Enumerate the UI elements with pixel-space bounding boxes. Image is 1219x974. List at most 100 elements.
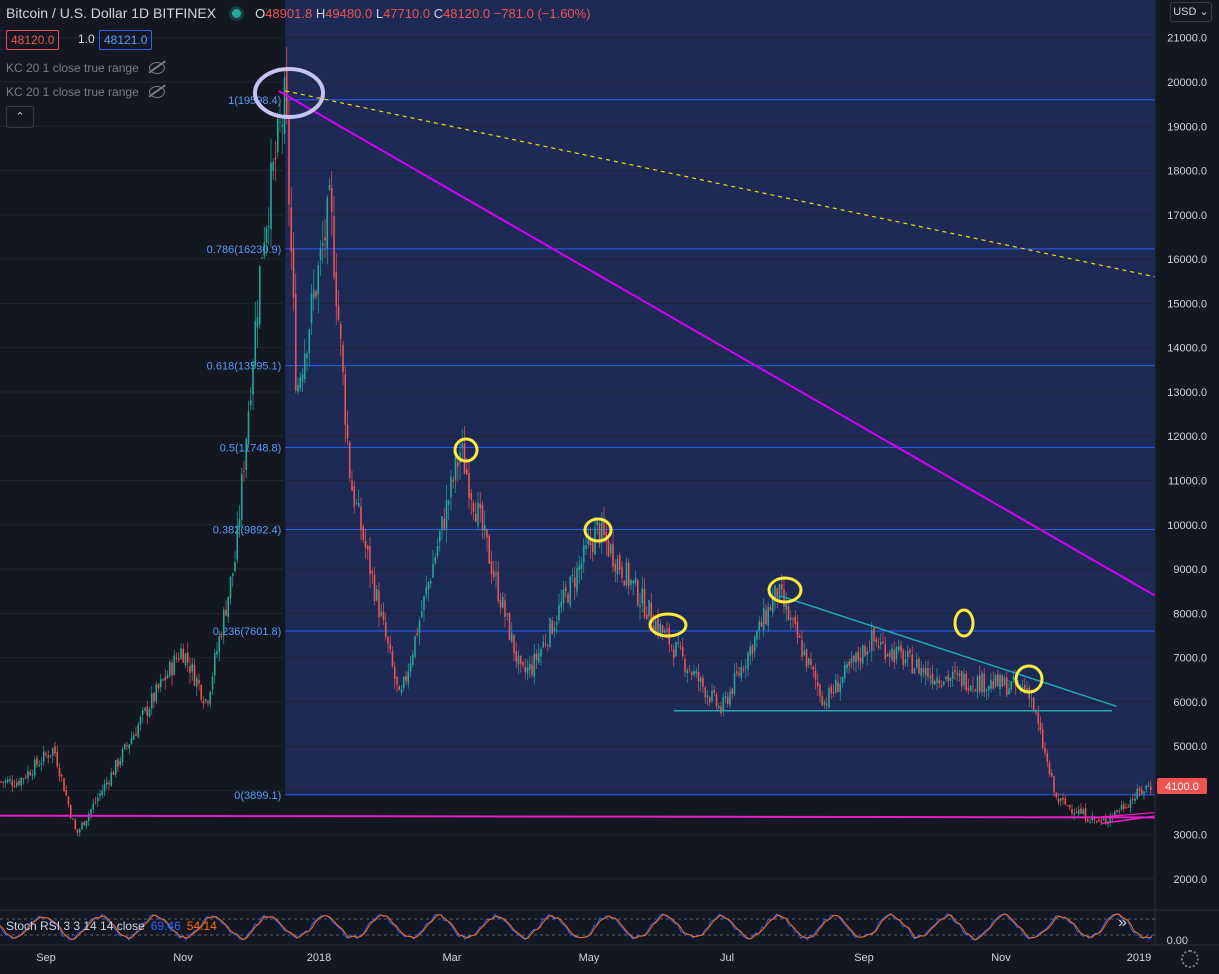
candle-body (918, 658, 920, 674)
price-tick-label: 13000.0 (1167, 387, 1207, 399)
indicator-legend-2[interactable]: KC 20 1 close true range (6, 85, 165, 99)
candle-body (569, 576, 572, 606)
candle-body (758, 621, 761, 631)
candle-body (591, 542, 594, 552)
hidden-eye-icon[interactable] (148, 62, 165, 74)
stoch-rsi-legend[interactable]: Stoch RSI 3 3 14 14 close 69.46 54.14 (6, 919, 217, 933)
candle-body (1080, 808, 1082, 814)
candle-body (1044, 747, 1046, 753)
sell-button[interactable]: 48120.0 (6, 30, 60, 50)
candle-body (1003, 677, 1006, 685)
candle-body (252, 364, 254, 395)
candle-body (108, 782, 110, 785)
candle-body (940, 685, 943, 687)
scroll-to-latest-icon[interactable]: » (1118, 914, 1127, 931)
candle-body (130, 738, 133, 745)
candle-body (972, 685, 974, 687)
candle-body (652, 625, 655, 631)
candle-body (378, 590, 380, 618)
candle-body (211, 676, 214, 690)
time-tick-label: Sep (36, 952, 56, 964)
candle-body (803, 650, 806, 655)
candle-body (126, 745, 128, 747)
collapse-legend-button[interactable]: ⌃ (6, 106, 34, 128)
candle-body (1122, 804, 1125, 809)
candle-body (805, 648, 808, 667)
candle-body (609, 544, 612, 554)
candle-body (1053, 776, 1055, 793)
candle-body (105, 782, 108, 785)
currency-select[interactable]: USD ⌄ (1170, 2, 1212, 22)
candle-body (292, 248, 295, 298)
candle-body (324, 237, 326, 241)
candle-body (1032, 697, 1035, 711)
candle-body (306, 353, 308, 359)
highlight-circle (1014, 664, 1044, 694)
candle-body (524, 666, 527, 672)
symbol-title[interactable]: Bitcoin / U.S. Dollar 1D BITFINEX (6, 5, 217, 21)
candle-body (330, 188, 333, 212)
candle-body (450, 476, 452, 498)
settings-gear-icon[interactable] (1181, 950, 1199, 968)
indicator-legend-1[interactable]: KC 20 1 close true range (6, 61, 165, 75)
candle-body (234, 562, 236, 572)
candle-body (801, 639, 803, 657)
buy-button[interactable]: 48121.0 (99, 30, 153, 50)
candle-body (1001, 675, 1004, 687)
candle-body (735, 671, 738, 674)
candle-body (387, 636, 389, 645)
candle-body (405, 676, 407, 681)
candle-body (623, 580, 626, 586)
candle-body (855, 652, 857, 663)
candle-body (839, 683, 842, 693)
candle-body (1127, 806, 1130, 808)
candle-body (711, 690, 713, 702)
candle-body (861, 645, 864, 664)
candle-body (357, 502, 360, 507)
candle-body (1134, 798, 1136, 801)
rsi-axis-label: 0.00 (1167, 935, 1188, 947)
candle-body (229, 576, 232, 599)
candle-body (33, 759, 36, 776)
candle-body (726, 696, 729, 704)
candle-body (85, 820, 88, 827)
candle-body (436, 546, 439, 556)
candle-body (904, 659, 907, 663)
candle-body (681, 646, 684, 657)
candle-body (166, 674, 169, 679)
candle-body (312, 290, 315, 299)
candle-body (859, 657, 862, 662)
candle-body (227, 596, 230, 617)
fib-level-label: 0.236(7601.8) (213, 626, 282, 638)
candle-body (684, 658, 686, 672)
candle-body (857, 651, 860, 661)
candle-body (927, 667, 929, 677)
candle-body (578, 565, 581, 571)
candle-body (1100, 820, 1103, 822)
candle-body (270, 162, 272, 230)
candle-body (650, 602, 653, 624)
candle-body (920, 667, 923, 677)
candle-body (290, 207, 293, 252)
candle-body (560, 601, 563, 608)
candle-body (612, 543, 614, 567)
candle-body (830, 686, 833, 694)
candle-body (778, 584, 781, 600)
candle-body (96, 797, 99, 802)
candle-body (420, 611, 423, 618)
candle-body (515, 651, 518, 662)
candle-body (207, 701, 209, 704)
candle-body (398, 686, 401, 691)
candle-body (258, 265, 261, 325)
candle-body (549, 618, 551, 647)
candle-body (963, 673, 965, 686)
candle-body (315, 290, 317, 297)
candle-body (1064, 798, 1067, 805)
candle-body (542, 641, 545, 648)
hidden-eye-icon[interactable] (148, 86, 165, 98)
candle-body (303, 353, 306, 380)
candle-body (443, 518, 446, 529)
candle-body (477, 502, 479, 527)
candle-body (1050, 773, 1053, 777)
